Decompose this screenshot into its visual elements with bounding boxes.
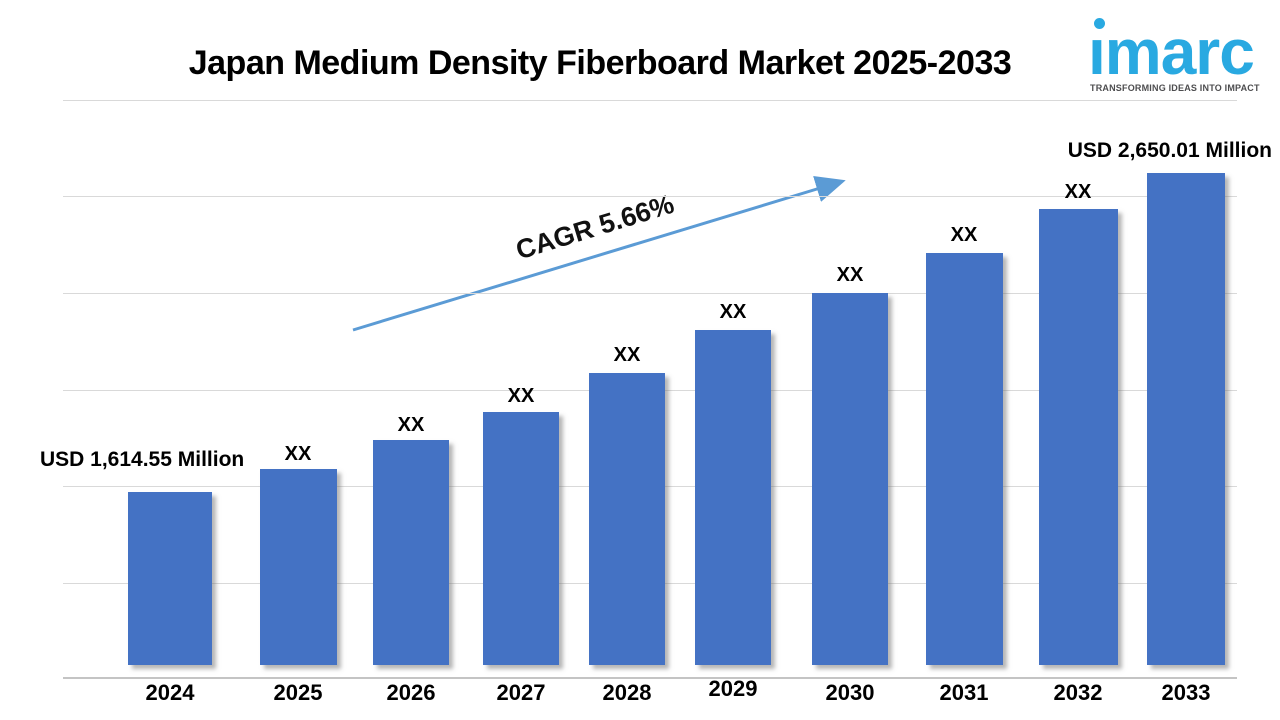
logo-i-dot-icon xyxy=(1094,18,1105,29)
x-axis-label-2028: 2028 xyxy=(602,680,652,705)
x-axis-label-2026: 2026 xyxy=(386,680,436,705)
value-label-2025: XX xyxy=(284,443,312,465)
logo-wordmark: ımarc xyxy=(1088,16,1255,88)
value-label-2027: XX xyxy=(507,385,535,407)
x-axis-label-2031: 2031 xyxy=(939,680,989,705)
bar-2033 xyxy=(1147,173,1225,665)
value-label-2026: XX xyxy=(397,414,425,436)
value-label-2028: XX xyxy=(613,344,641,366)
cagr-trend-arrow-icon xyxy=(352,176,846,332)
value-label-2033: USD 2,650.01 Million xyxy=(1067,139,1272,162)
value-label-2024: USD 1,614.55 Million xyxy=(40,448,245,471)
bar-2029 xyxy=(695,330,771,665)
bar-2030 xyxy=(812,293,888,665)
gridline-2 xyxy=(63,293,1237,294)
bar-2032 xyxy=(1038,209,1118,665)
value-label-2029: XX xyxy=(719,301,747,323)
x-axis-label-2033: 2033 xyxy=(1161,680,1211,705)
value-label-2030: XX xyxy=(836,264,864,286)
bar-2024 xyxy=(128,492,212,665)
x-axis-label-2025: 2025 xyxy=(273,680,323,705)
gridline-1 xyxy=(63,196,1237,197)
x-axis-label-2030: 2030 xyxy=(825,680,875,705)
x-axis-label-2032: 2032 xyxy=(1053,680,1103,705)
bar-2031 xyxy=(925,253,1003,665)
bar-2028 xyxy=(589,373,665,665)
value-label-2032: XX xyxy=(1064,181,1092,203)
x-axis-label-2024: 2024 xyxy=(145,680,195,705)
x-axis-line xyxy=(63,677,1237,679)
bar-2025 xyxy=(259,469,337,665)
x-axis-label-2029: 2029 xyxy=(708,676,758,701)
bar-2027 xyxy=(483,412,559,665)
imarc-logo: ımarc TRANSFORMING IDEAS INTO IMPACT xyxy=(1088,12,1272,98)
bar-2026 xyxy=(373,440,449,665)
chart-title: Japan Medium Density Fiberboard Market 2… xyxy=(188,44,1012,82)
value-label-2031: XX xyxy=(950,224,978,246)
x-axis-label-2027: 2027 xyxy=(496,680,546,705)
logo-tagline: TRANSFORMING IDEAS INTO IMPACT xyxy=(1090,83,1260,93)
gridline-0 xyxy=(63,100,1237,101)
